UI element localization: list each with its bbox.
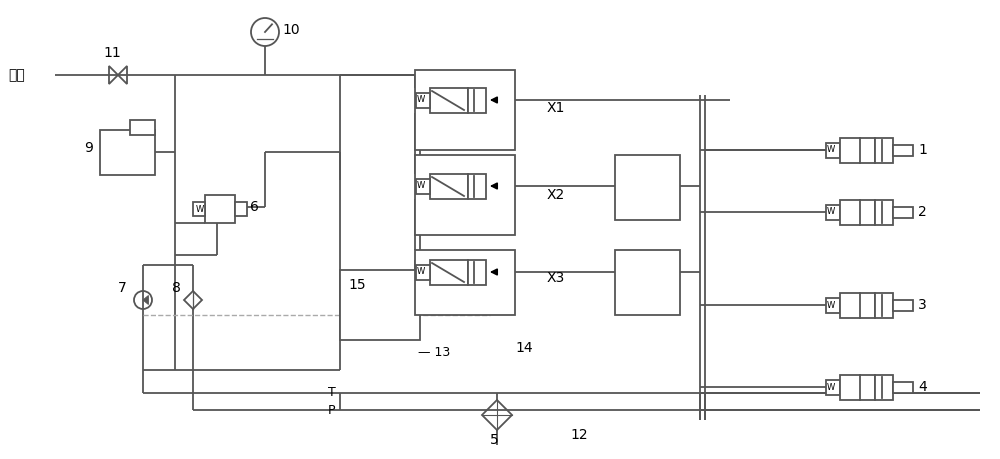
Text: W: W [827,146,835,155]
Text: X3: X3 [547,271,565,285]
Bar [415,155,515,235]
Bar [875,138,893,163]
Bar [235,202,247,216]
Text: W: W [417,268,425,276]
Bar [430,88,468,113]
Text: 12: 12 [570,428,588,442]
Text: W: W [417,181,425,190]
Text: — 13: — 13 [418,347,450,359]
Text: 15: 15 [348,278,366,292]
Text: 6: 6 [250,200,259,214]
Bar [205,195,235,223]
Bar [615,155,680,220]
Bar [875,375,893,400]
Text: 1: 1 [918,143,927,157]
Text: 2: 2 [918,205,927,219]
Bar [415,70,515,150]
Text: W: W [417,95,425,105]
Bar [193,202,205,216]
Bar [840,293,875,318]
Bar [840,375,875,400]
Text: P: P [328,403,336,416]
Bar [826,298,840,313]
Text: 负载: 负载 [8,68,25,82]
Bar [340,270,420,340]
Bar [875,200,893,225]
Text: X1: X1 [547,101,565,115]
Bar [416,93,430,108]
Text: 8: 8 [172,281,181,295]
Text: 14: 14 [515,341,533,355]
Bar [416,179,430,194]
Bar [893,145,913,156]
Bar [416,265,430,280]
Text: W: W [827,301,835,309]
Text: 10: 10 [282,23,300,37]
Text: 5: 5 [490,433,499,447]
Bar [826,143,840,158]
Text: 4: 4 [918,380,927,394]
Text: X2: X2 [547,188,565,202]
Bar [826,380,840,395]
Bar [430,174,468,199]
Text: W: W [196,205,204,213]
Bar [430,260,468,285]
Bar [415,250,515,315]
Bar [615,250,680,315]
Bar [840,138,875,163]
Bar [130,120,155,135]
Text: 11: 11 [103,46,121,60]
Bar [468,260,486,285]
Text: W: W [827,207,835,217]
Bar [826,205,840,220]
Text: 3: 3 [918,298,927,312]
Bar [100,130,155,175]
Bar [468,88,486,113]
Text: 7: 7 [118,281,127,295]
Text: T: T [328,386,336,399]
Bar [468,174,486,199]
Bar [893,382,913,393]
Bar [840,200,875,225]
Polygon shape [143,296,148,304]
Bar [893,300,913,311]
Bar [875,293,893,318]
Text: W: W [827,382,835,392]
Bar [893,207,913,218]
Text: 9: 9 [84,141,93,155]
